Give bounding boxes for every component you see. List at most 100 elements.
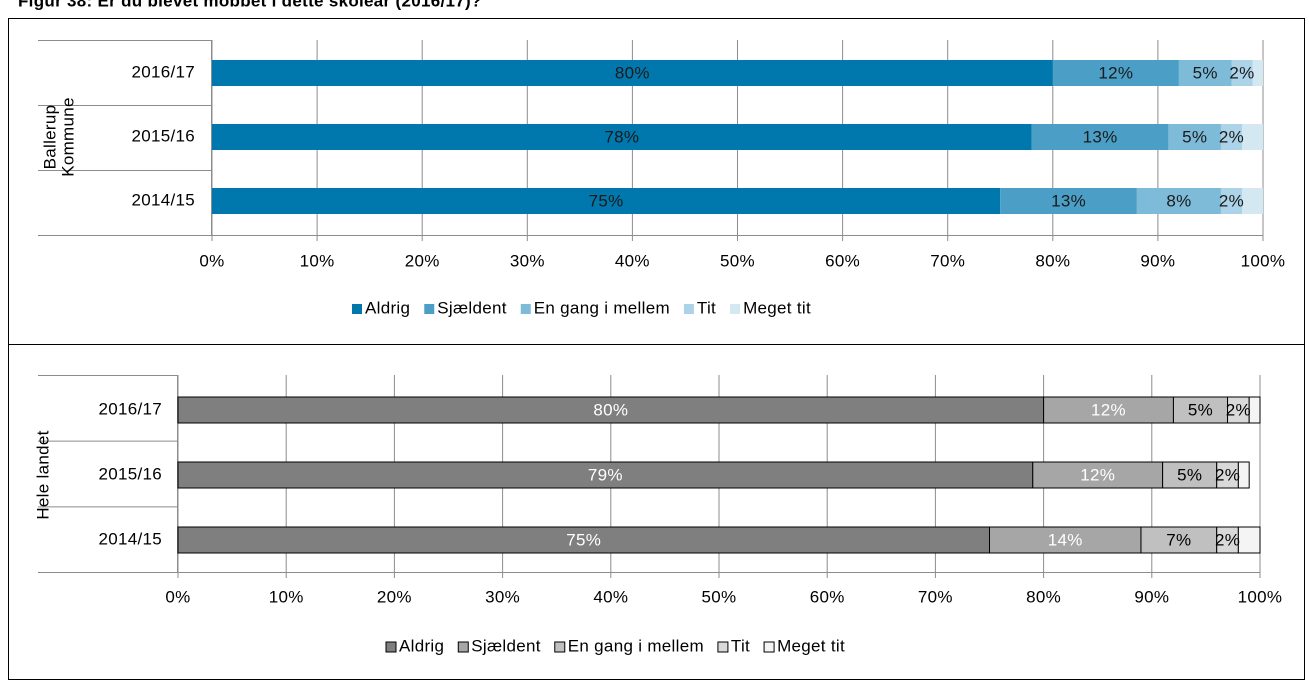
bar-segment — [1241, 124, 1263, 150]
data-label: 2% — [1215, 465, 1240, 484]
category-label: 2016/17 — [98, 399, 162, 418]
legend-label: En gang i mellem — [534, 298, 670, 317]
bar-segment — [212, 124, 1032, 150]
data-label: 79% — [588, 465, 623, 484]
x-tick-label: 100% — [1238, 587, 1283, 606]
x-tick-label: 100% — [1241, 251, 1286, 270]
x-tick-label: 90% — [1134, 587, 1169, 606]
legend-label: Tit — [731, 636, 750, 655]
data-label: 14% — [1048, 530, 1083, 549]
legend-marker — [385, 641, 397, 653]
legend-marker — [763, 641, 775, 653]
x-tick-label: 60% — [825, 251, 860, 270]
x-tick-label: 0% — [165, 587, 190, 606]
y-axis-label: Ballerup — [40, 105, 59, 170]
data-label: 12% — [1080, 465, 1115, 484]
data-label: 2% — [1215, 530, 1240, 549]
bar-segment — [1248, 396, 1261, 424]
x-tick-label: 60% — [810, 587, 845, 606]
data-label: 12% — [1098, 63, 1133, 82]
x-tick-label: 20% — [405, 251, 440, 270]
x-tick-label: 20% — [377, 587, 412, 606]
category-label: 2016/17 — [131, 62, 195, 81]
data-label: 12% — [1091, 400, 1126, 419]
frame — [8, 18, 1305, 680]
legend-marker — [424, 304, 435, 314]
y-axis-label: Kommune — [58, 97, 77, 177]
x-tick-label: 0% — [199, 251, 224, 270]
legend-marker — [730, 304, 741, 314]
bar-segment — [1043, 396, 1174, 424]
legend-label: Aldrig — [399, 636, 444, 655]
data-label: 7% — [1166, 530, 1191, 549]
x-tick-label: 50% — [702, 587, 737, 606]
data-label: 2% — [1226, 400, 1251, 419]
data-label: 13% — [1051, 191, 1086, 210]
x-tick-label: 50% — [720, 251, 755, 270]
x-tick-label: 80% — [1026, 587, 1061, 606]
legend-label: Aldrig — [365, 298, 410, 317]
legend-label: Sjældent — [471, 636, 541, 655]
data-label: 75% — [566, 530, 601, 549]
bar-segment — [1172, 396, 1229, 424]
x-tick-label: 70% — [930, 251, 965, 270]
data-label: 2% — [1219, 127, 1244, 146]
legend-marker — [457, 641, 469, 653]
x-tick-label: 10% — [300, 251, 335, 270]
legend-marker — [554, 641, 566, 653]
data-label: 5% — [1193, 63, 1218, 82]
category-label: 2015/16 — [131, 126, 195, 145]
y-axis-label: Hele landet — [33, 430, 52, 519]
data-label: 5% — [1177, 465, 1202, 484]
x-tick-label: 30% — [510, 251, 545, 270]
data-label: 13% — [1083, 127, 1118, 146]
bar-segment — [1220, 188, 1242, 214]
category-label: 2014/15 — [131, 190, 195, 209]
x-tick-label: 10% — [269, 587, 304, 606]
bar-segment — [1000, 188, 1137, 214]
bar-segment — [1032, 461, 1164, 489]
legend-label: Sjældent — [437, 298, 507, 317]
bar-segment — [1136, 188, 1221, 214]
bar-segment — [1178, 60, 1232, 86]
legend-marker — [520, 304, 531, 314]
bar-segment — [1031, 124, 1169, 150]
bar-segment — [1252, 60, 1263, 86]
bar-segment — [1237, 461, 1250, 489]
bar-segment — [212, 60, 1053, 86]
x-tick-label: 40% — [593, 587, 628, 606]
bar-segment — [177, 461, 1034, 489]
data-label: 80% — [615, 63, 650, 82]
bar-segment — [1220, 124, 1242, 150]
legend-label: Tit — [697, 298, 716, 317]
data-label: 80% — [593, 400, 628, 419]
category-label: 2014/15 — [98, 529, 162, 548]
legend-label: Meget tit — [743, 298, 811, 317]
x-tick-label: 30% — [485, 587, 520, 606]
bar-segment — [1231, 60, 1253, 86]
data-label: 2% — [1229, 63, 1254, 82]
x-tick-label: 90% — [1140, 251, 1175, 270]
x-tick-label: 80% — [1035, 251, 1070, 270]
data-label: 5% — [1182, 127, 1207, 146]
x-tick-label: 70% — [918, 587, 953, 606]
bar-segment — [1168, 124, 1221, 150]
bar-segment — [1140, 526, 1218, 554]
legend-marker — [717, 641, 729, 653]
data-label: 78% — [604, 127, 639, 146]
data-label: 5% — [1188, 400, 1213, 419]
bar-segment — [1237, 526, 1261, 554]
bar-segment — [177, 526, 990, 554]
legend-label: Meget tit — [777, 636, 845, 655]
legend-marker — [683, 304, 694, 314]
x-tick-label: 40% — [615, 251, 650, 270]
legend-marker — [352, 304, 362, 314]
category-label: 2015/16 — [98, 464, 162, 483]
bar-segment — [1241, 188, 1263, 214]
data-label: 8% — [1166, 191, 1191, 210]
data-label: 2% — [1219, 191, 1244, 210]
figure-title: Figur 38: Er du blevet mobbet i dette sk… — [18, 0, 482, 10]
legend-label: En gang i mellem — [568, 636, 704, 655]
